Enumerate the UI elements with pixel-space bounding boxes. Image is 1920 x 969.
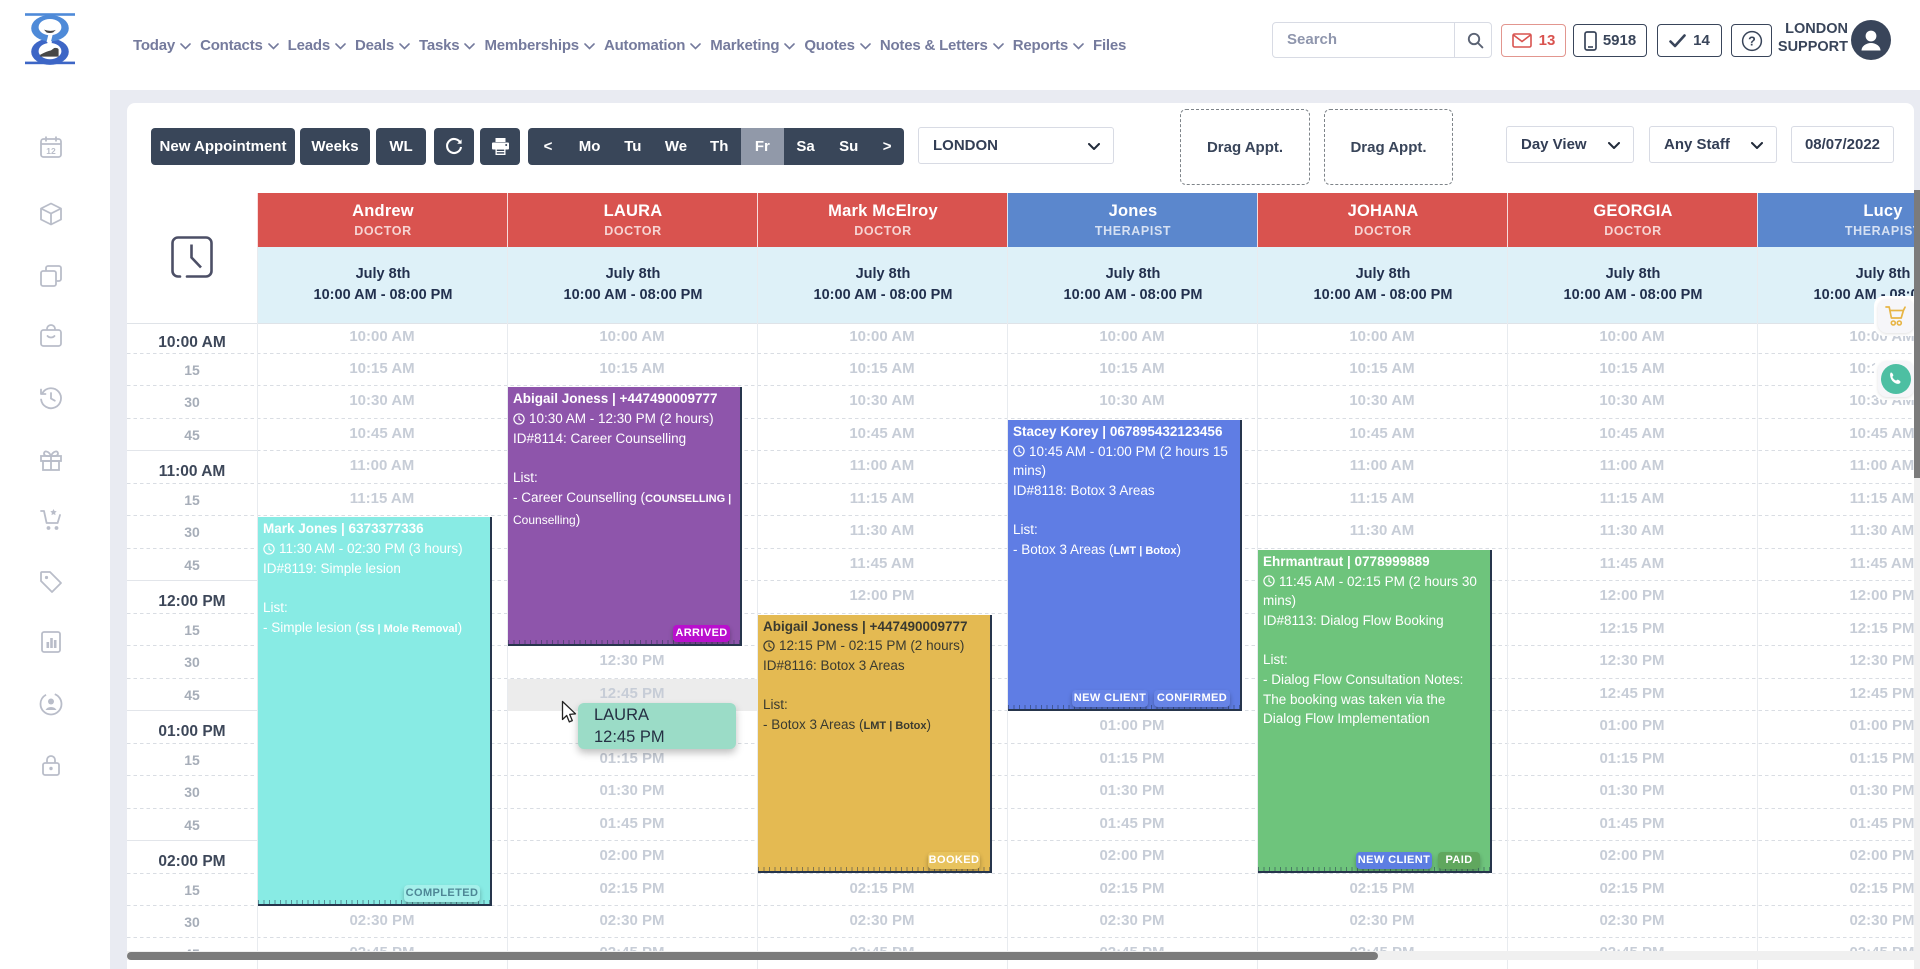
svg-text:12: 12 [46,146,56,156]
svg-text:?: ? [1748,34,1756,48]
